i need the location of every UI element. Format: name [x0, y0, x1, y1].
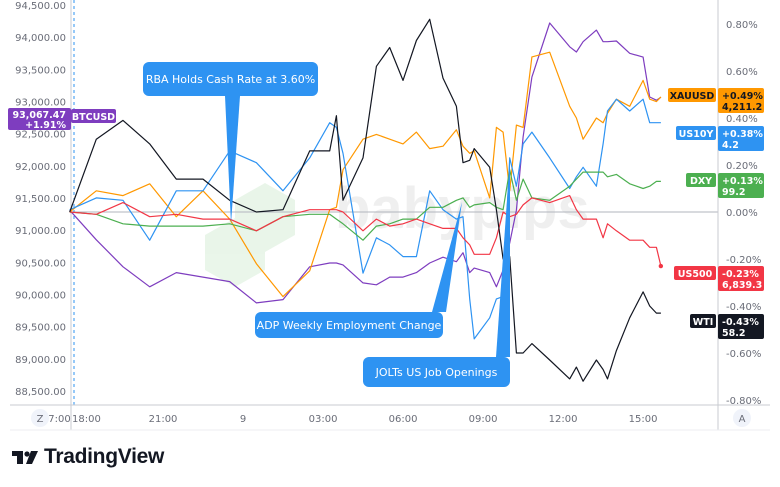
left-axis-tick: 88,500.00	[15, 387, 66, 398]
z-label: Z	[37, 414, 44, 425]
watermark-hex-icon	[235, 183, 295, 252]
tradingview-logo-icon	[12, 451, 38, 464]
event-callout[interactable]: JOLTs US Job Openings	[363, 157, 510, 387]
left-axis-tick: 92,000.00	[15, 162, 66, 173]
babypips-watermark: babypips	[205, 176, 590, 287]
time-axis-tick: 12:00	[549, 414, 578, 425]
btcusd-price: 93,067.47	[13, 110, 67, 121]
brand-name: TradingView	[44, 445, 165, 468]
right-axis-tick: -0.20%	[726, 255, 761, 266]
callout-pointer	[225, 96, 240, 224]
us10y-value-box	[718, 126, 764, 151]
xauusd-badge: XAUUSD +0.49%4,211.2	[668, 88, 764, 113]
left-axis-tick: 90,500.00	[15, 258, 66, 269]
series-end-dot-us500	[658, 263, 664, 269]
callout-text: JOLTs US Job Openings	[375, 366, 498, 379]
btcusd-change: +1.91%	[25, 120, 66, 131]
xauusd-change: +0.49%	[722, 91, 763, 102]
us10y-badge: US10Y +0.38%4.2	[676, 126, 764, 151]
callout-pointer	[496, 157, 510, 357]
dxy-price: 99.2	[722, 187, 745, 198]
wti-name: WTI	[693, 317, 714, 328]
wti-badge: WTI -0.43%58.2	[690, 314, 764, 339]
dxy-value-box	[718, 173, 764, 198]
xauusd-name: XAUUSD	[670, 91, 715, 102]
dxy-name-tag	[686, 173, 716, 187]
event-callout[interactable]: RBA Holds Cash Rate at 3.60%	[143, 62, 318, 224]
callout-pointer	[432, 202, 462, 312]
us10y-name-tag	[676, 126, 716, 140]
watermark-text: babypips	[335, 176, 590, 241]
time-axis-tick: 03:00	[309, 414, 338, 425]
right-axis-tick: 0.00%	[726, 208, 758, 219]
callout-text: RBA Holds Cash Rate at 3.60%	[146, 73, 315, 86]
series-line-wti	[69, 18, 661, 382]
right-axis-tick: 0.20%	[726, 161, 758, 172]
time-axis-tick: 06:00	[389, 414, 418, 425]
series-line-us10y	[69, 98, 661, 340]
time-axis-tick: 17:00	[42, 414, 71, 425]
xauusd-name-tag	[668, 88, 716, 102]
watermark-hex-icon	[205, 218, 265, 287]
us500-price: 6,839.3	[722, 280, 762, 291]
wti-value-box	[718, 314, 764, 339]
time-axis-tick: 09:00	[469, 414, 498, 425]
left-axis-tick: 91,500.00	[15, 194, 66, 205]
right-axis-tick: -0.80%	[726, 396, 761, 407]
dxy-change: +0.13%	[722, 176, 763, 187]
time-axis-tick: 15:00	[629, 414, 658, 425]
left-axis-tick: 94,500.00	[15, 1, 66, 12]
left-axis-tick: 93,000.00	[15, 98, 66, 109]
btcusd-name-tag	[71, 109, 116, 123]
btcusd-price-box	[8, 108, 71, 130]
auto-scale-a-button[interactable]: A	[733, 409, 751, 427]
tradingview-logo: TradingView	[12, 445, 164, 469]
xauusd-value-box	[718, 88, 764, 113]
event-callout[interactable]: ADP Weekly Employment Change	[255, 202, 462, 338]
left-axis-tick: 94,000.00	[15, 33, 66, 44]
callout-text: ADP Weekly Employment Change	[257, 319, 442, 332]
us500-badge: US500 -0.23%6,839.3	[674, 266, 764, 291]
callout-box	[143, 62, 318, 96]
right-axis-tick: -0.40%	[726, 302, 761, 313]
a-label: A	[739, 414, 746, 425]
wti-price: 58.2	[722, 328, 745, 339]
left-axis-tick: 92,500.00	[15, 130, 66, 141]
callout-box	[255, 312, 443, 338]
wti-change: -0.43%	[722, 317, 759, 328]
wti-name-tag	[690, 314, 716, 328]
us500-name: US500	[678, 269, 713, 280]
time-axis-tick: 21:00	[149, 414, 178, 425]
time-axis-tick: 9	[240, 414, 246, 425]
time-axis-tick: 18:00	[72, 414, 101, 425]
btcusd-price-badge: 93,067.47+1.91% BTCUSD	[8, 108, 116, 131]
left-axis-tick: 89,000.00	[15, 355, 66, 366]
right-axis-tick: 0.80%	[726, 20, 758, 31]
right-axis-tick: -0.60%	[726, 349, 761, 360]
left-axis-tick: 91,000.00	[15, 226, 66, 237]
us500-value-box	[718, 266, 764, 291]
auto-scale-z-button[interactable]: Z	[31, 409, 49, 427]
us10y-price: 4.2	[722, 140, 739, 151]
right-axis-tick: 0.40%	[726, 114, 758, 125]
left-axis-tick: 89,500.00	[15, 323, 66, 334]
series-line-us500	[69, 195, 662, 267]
callout-box	[363, 357, 510, 387]
dxy-badge: DXY +0.13%99.2	[686, 173, 764, 198]
dxy-name: DXY	[690, 176, 712, 187]
us10y-name: US10Y	[679, 129, 714, 140]
right-axis-tick: 0.60%	[726, 67, 758, 78]
us500-name-tag	[674, 266, 716, 280]
series-line-xauusd	[69, 51, 662, 298]
xauusd-price: 4,211.2	[722, 102, 762, 113]
left-axis-tick: 93,500.00	[15, 65, 66, 76]
btcusd-name: BTCUSD	[72, 112, 115, 123]
left-axis-tick: 90,000.00	[15, 291, 66, 302]
us10y-change: +0.38%	[722, 129, 763, 140]
us500-change: -0.23%	[722, 269, 759, 280]
